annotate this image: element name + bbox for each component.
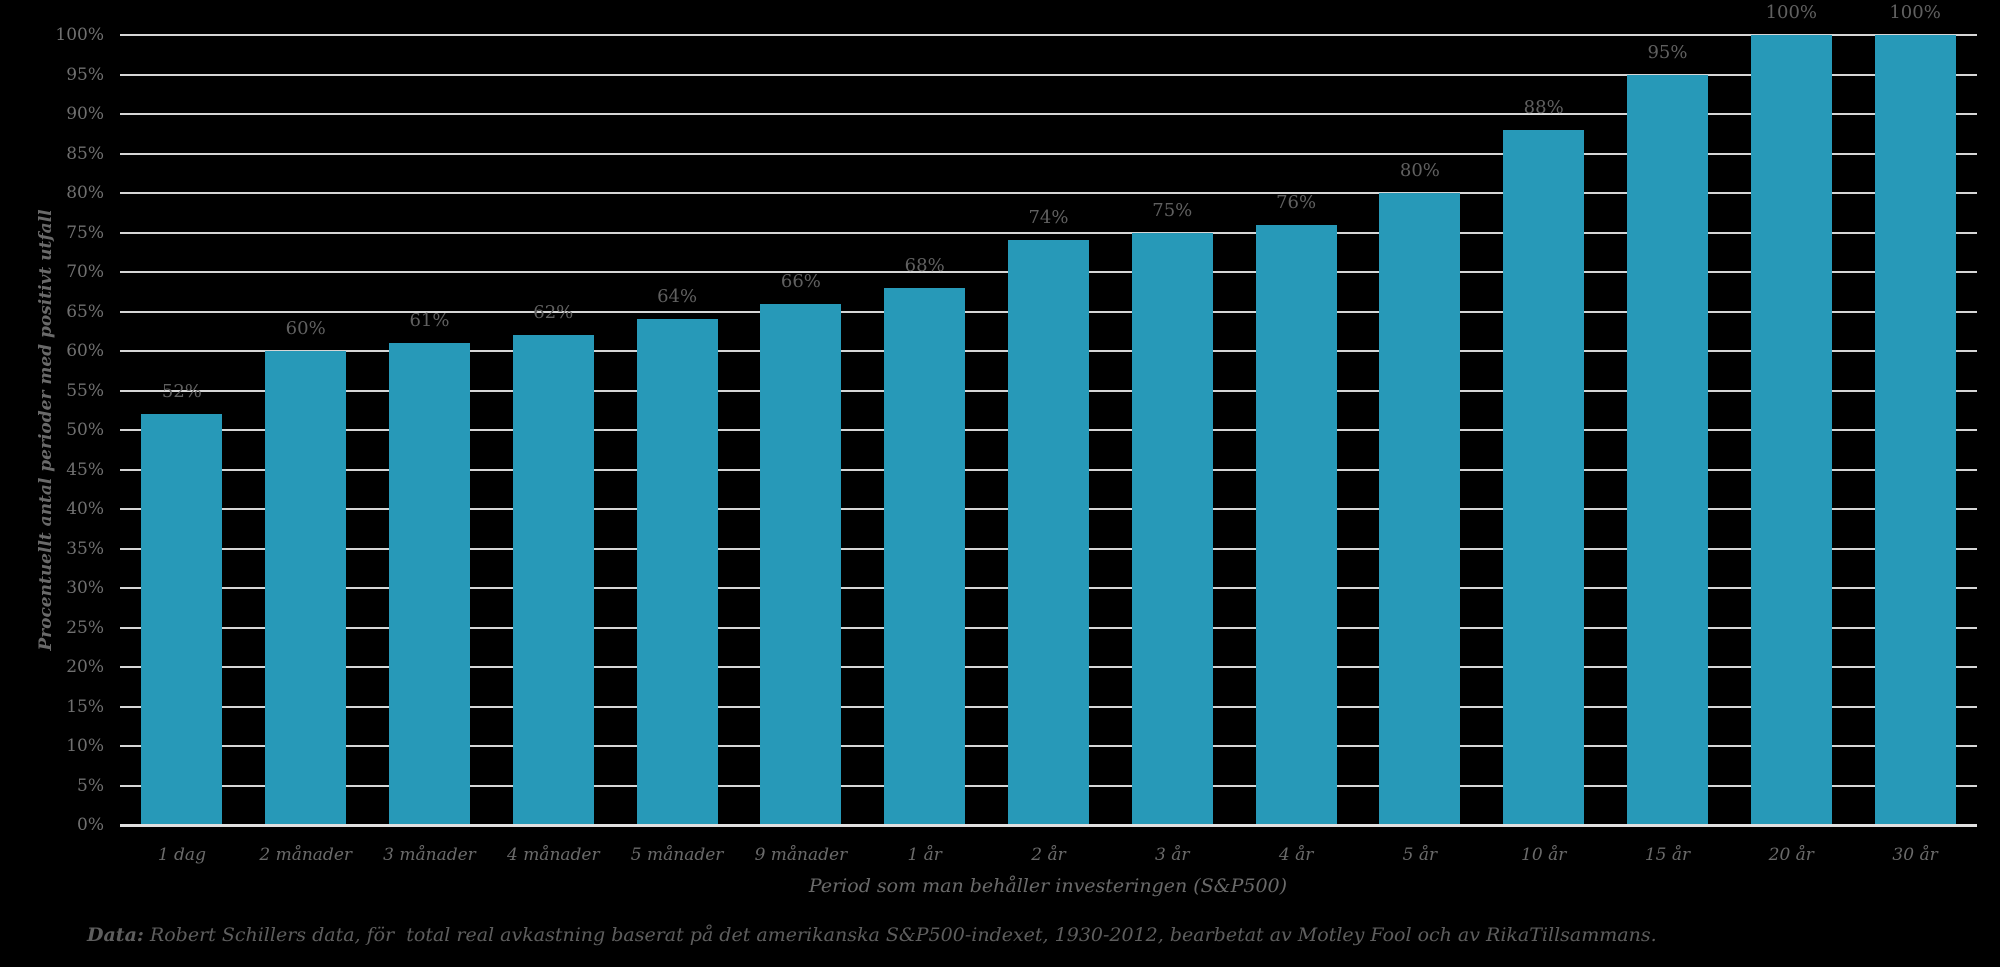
bar bbox=[1131, 232, 1213, 825]
bar-value-label: 64% bbox=[657, 286, 698, 308]
y-tick-label: 95% bbox=[66, 64, 104, 85]
x-tick-label: 5 månader bbox=[630, 845, 724, 865]
y-tick-label: 5% bbox=[77, 775, 104, 796]
x-tick-label: 1 år bbox=[907, 845, 942, 865]
y-tick-label: 25% bbox=[66, 617, 104, 638]
y-tick-label: 35% bbox=[66, 538, 104, 559]
bar-value-label: 88% bbox=[1523, 96, 1564, 118]
y-tick-label: 45% bbox=[66, 459, 104, 480]
x-axis-title: Period som man behåller investeringen (S… bbox=[808, 875, 1288, 897]
bar bbox=[1008, 240, 1089, 825]
gridline bbox=[120, 231, 1977, 234]
gridline bbox=[120, 152, 1977, 155]
footer-data-prefix: Data: bbox=[87, 924, 144, 946]
gridline bbox=[120, 192, 1977, 194]
bar bbox=[265, 351, 347, 825]
bar-value-label: 76% bbox=[1276, 191, 1317, 213]
y-tick-label: 90% bbox=[66, 104, 104, 124]
y-tick-label: 85% bbox=[66, 143, 104, 164]
y-tick-label: 75% bbox=[66, 222, 104, 243]
x-tick-label: 20 år bbox=[1768, 845, 1814, 865]
bar bbox=[1874, 35, 1956, 825]
bar-value-label: 80% bbox=[1399, 160, 1440, 181]
y-tick-label: 55% bbox=[66, 380, 104, 401]
gridline bbox=[120, 34, 1977, 36]
y-tick-label: 60% bbox=[66, 341, 104, 361]
y-tick-label: 100% bbox=[55, 25, 104, 45]
x-axis-line bbox=[120, 824, 1977, 827]
x-tick-label: 5 år bbox=[1402, 845, 1438, 865]
bar bbox=[1627, 74, 1708, 825]
gridline bbox=[120, 73, 1977, 76]
bar-value-label: 75% bbox=[1152, 199, 1193, 221]
bar bbox=[1503, 129, 1585, 825]
footer-source-text: Robert Schillers data, för total real av… bbox=[143, 924, 1657, 946]
y-tick-label: 40% bbox=[66, 499, 104, 519]
bar bbox=[760, 303, 842, 825]
bar bbox=[636, 319, 718, 825]
x-tick-label: 10 år bbox=[1521, 845, 1567, 865]
x-tick-label: 2 år bbox=[1031, 845, 1066, 865]
bar-value-label: 52% bbox=[161, 381, 202, 403]
bar-value-label: 61% bbox=[409, 310, 450, 332]
x-tick-label: 2 månader bbox=[259, 845, 353, 865]
y-tick-label: 30% bbox=[66, 578, 104, 598]
bar-value-label: 68% bbox=[904, 254, 945, 276]
y-tick-label: 80% bbox=[66, 183, 104, 203]
x-tick-label: 15 år bbox=[1644, 845, 1691, 865]
y-tick-label: 15% bbox=[66, 696, 104, 717]
bar-value-label: 66% bbox=[780, 270, 821, 292]
bar-value-label: 62% bbox=[533, 302, 574, 324]
x-tick-label: 3 månader bbox=[383, 845, 476, 865]
gridline bbox=[120, 113, 1977, 115]
y-tick-label: 50% bbox=[66, 420, 104, 440]
x-tick-label: 9 månader bbox=[754, 845, 848, 865]
bar bbox=[884, 287, 966, 825]
x-tick-label: 3 år bbox=[1155, 845, 1190, 865]
bar bbox=[141, 414, 223, 825]
bar-value-label: 100% bbox=[1889, 2, 1941, 23]
y-tick-label: 0% bbox=[77, 815, 104, 835]
x-tick-label: 4 år bbox=[1278, 845, 1314, 865]
x-tick-label: 1 dag bbox=[157, 845, 206, 865]
y-tick-label: 20% bbox=[66, 657, 104, 677]
y-tick-label: 70% bbox=[66, 262, 104, 282]
x-tick-label: 4 månader bbox=[506, 845, 600, 865]
bar bbox=[1379, 193, 1461, 825]
bar-value-label: 60% bbox=[285, 318, 326, 339]
y-tick-label: 10% bbox=[66, 736, 104, 756]
x-tick-label: 30 år bbox=[1892, 845, 1938, 865]
bar-value-label: 95% bbox=[1647, 41, 1688, 63]
bar bbox=[389, 343, 470, 825]
bar bbox=[1255, 224, 1337, 825]
bar bbox=[512, 335, 594, 825]
footer-note: Data: Robert Schillers data, för total r… bbox=[87, 922, 1657, 948]
bar-value-label: 100% bbox=[1765, 2, 1818, 23]
y-tick-label: 65% bbox=[66, 301, 104, 322]
bar-value-label: 74% bbox=[1028, 207, 1069, 229]
bar bbox=[1750, 35, 1832, 825]
